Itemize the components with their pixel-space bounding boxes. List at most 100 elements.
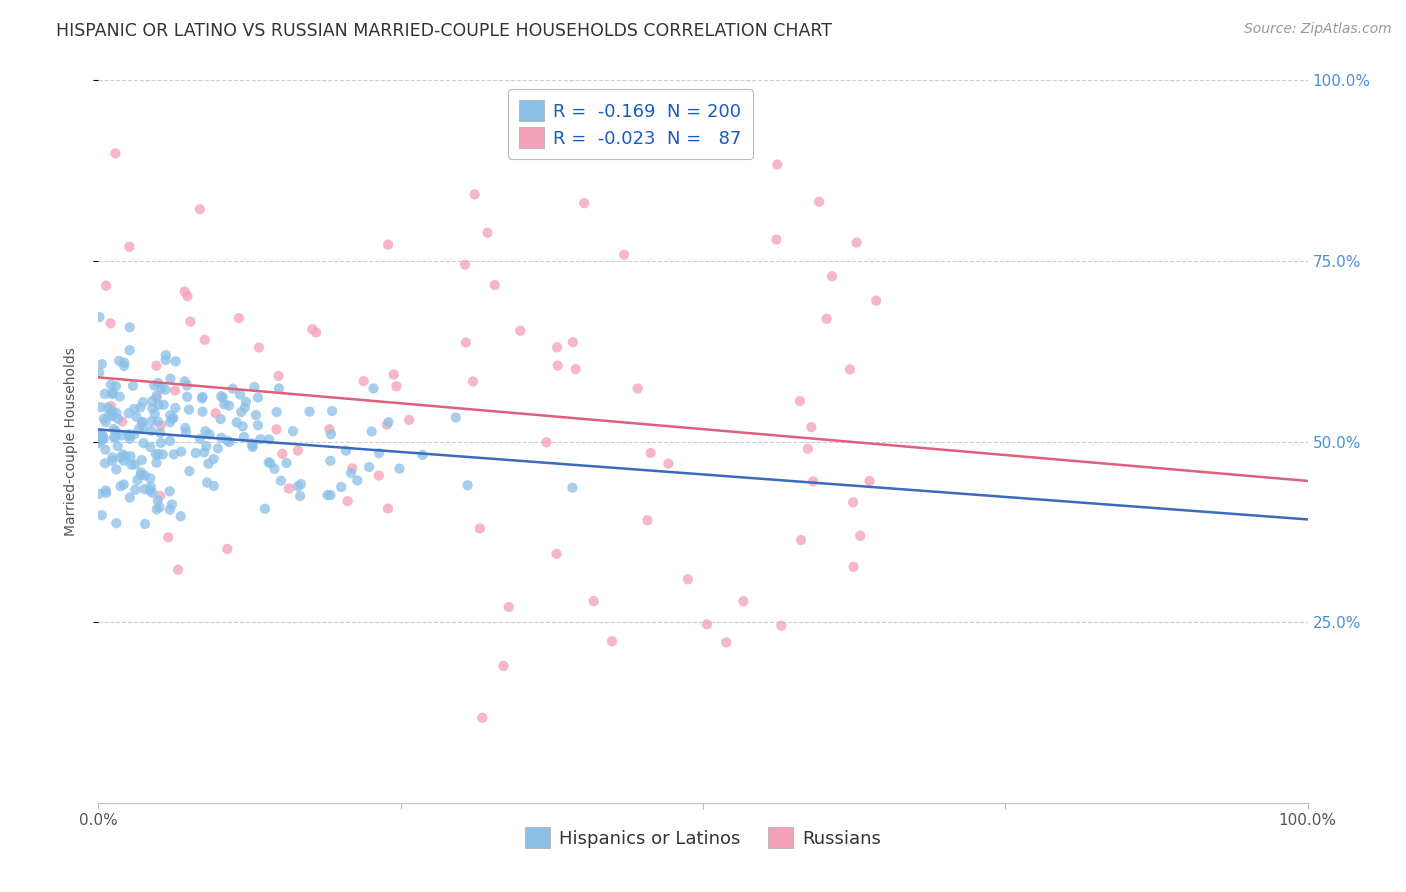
Point <box>228 311 250 326</box>
Point <box>319 488 342 502</box>
Point <box>146 493 169 508</box>
Point <box>194 424 217 438</box>
Point <box>305 326 328 340</box>
Point <box>733 594 755 608</box>
Point <box>118 343 141 358</box>
Point <box>107 412 129 426</box>
Point <box>122 401 145 416</box>
Point <box>360 425 382 439</box>
Point <box>461 375 484 389</box>
Point <box>93 411 115 425</box>
Point <box>271 447 294 461</box>
Point <box>98 408 121 422</box>
Point <box>194 333 217 347</box>
Point <box>509 324 531 338</box>
Point <box>235 395 257 409</box>
Point <box>97 401 120 415</box>
Point <box>242 438 264 452</box>
Point <box>298 404 321 418</box>
Point <box>139 483 162 498</box>
Point <box>145 359 167 373</box>
Point <box>91 431 114 445</box>
Point <box>574 196 596 211</box>
Point <box>231 405 253 419</box>
Point <box>657 457 679 471</box>
Point <box>498 600 520 615</box>
Point <box>134 482 156 496</box>
Point <box>159 502 181 516</box>
Point <box>232 419 254 434</box>
Point <box>145 447 167 461</box>
Point <box>218 435 240 450</box>
Point <box>266 405 288 419</box>
Point <box>536 435 558 450</box>
Point <box>243 380 266 394</box>
Point <box>318 422 340 436</box>
Point <box>257 433 280 447</box>
Point <box>139 471 162 485</box>
Point <box>174 425 197 439</box>
Point <box>120 449 142 463</box>
Point <box>790 533 813 547</box>
Point <box>278 482 301 496</box>
Point <box>105 406 128 420</box>
Point <box>101 387 124 401</box>
Point <box>132 395 155 409</box>
Point <box>789 394 811 409</box>
Point <box>287 443 309 458</box>
Point <box>101 450 124 465</box>
Point <box>90 429 112 443</box>
Point <box>94 415 117 429</box>
Point <box>134 516 156 531</box>
Point <box>377 237 399 252</box>
Point <box>131 415 153 429</box>
Point <box>94 278 117 293</box>
Point <box>716 635 738 649</box>
Point <box>263 462 285 476</box>
Point <box>141 424 163 438</box>
Point <box>141 401 163 416</box>
Point <box>484 278 506 293</box>
Point <box>165 354 187 368</box>
Point <box>103 430 125 444</box>
Point <box>821 269 844 284</box>
Point <box>561 481 583 495</box>
Point <box>353 374 375 388</box>
Point <box>118 432 141 446</box>
Point <box>129 468 152 483</box>
Point <box>179 314 201 328</box>
Point <box>143 378 166 392</box>
Point <box>191 392 214 406</box>
Point <box>177 402 200 417</box>
Point <box>118 491 141 505</box>
Point <box>108 354 131 368</box>
Point <box>246 418 269 433</box>
Point <box>145 388 167 402</box>
Point <box>165 384 187 398</box>
Point <box>94 456 117 470</box>
Point <box>412 448 434 462</box>
Point <box>104 146 127 161</box>
Point <box>377 415 399 429</box>
Point <box>257 455 280 469</box>
Point <box>111 428 134 442</box>
Point <box>159 484 181 499</box>
Point <box>191 404 214 418</box>
Point <box>90 426 112 441</box>
Point <box>87 366 110 380</box>
Point <box>266 422 288 436</box>
Point <box>145 456 167 470</box>
Point <box>229 387 252 401</box>
Point <box>179 464 201 478</box>
Point <box>118 240 141 254</box>
Point <box>174 421 197 435</box>
Point <box>398 413 420 427</box>
Point <box>770 618 793 632</box>
Point <box>104 379 127 393</box>
Point <box>105 516 128 531</box>
Point <box>287 479 309 493</box>
Point <box>808 194 831 209</box>
Point <box>114 450 136 464</box>
Point <box>464 187 486 202</box>
Point <box>385 379 408 393</box>
